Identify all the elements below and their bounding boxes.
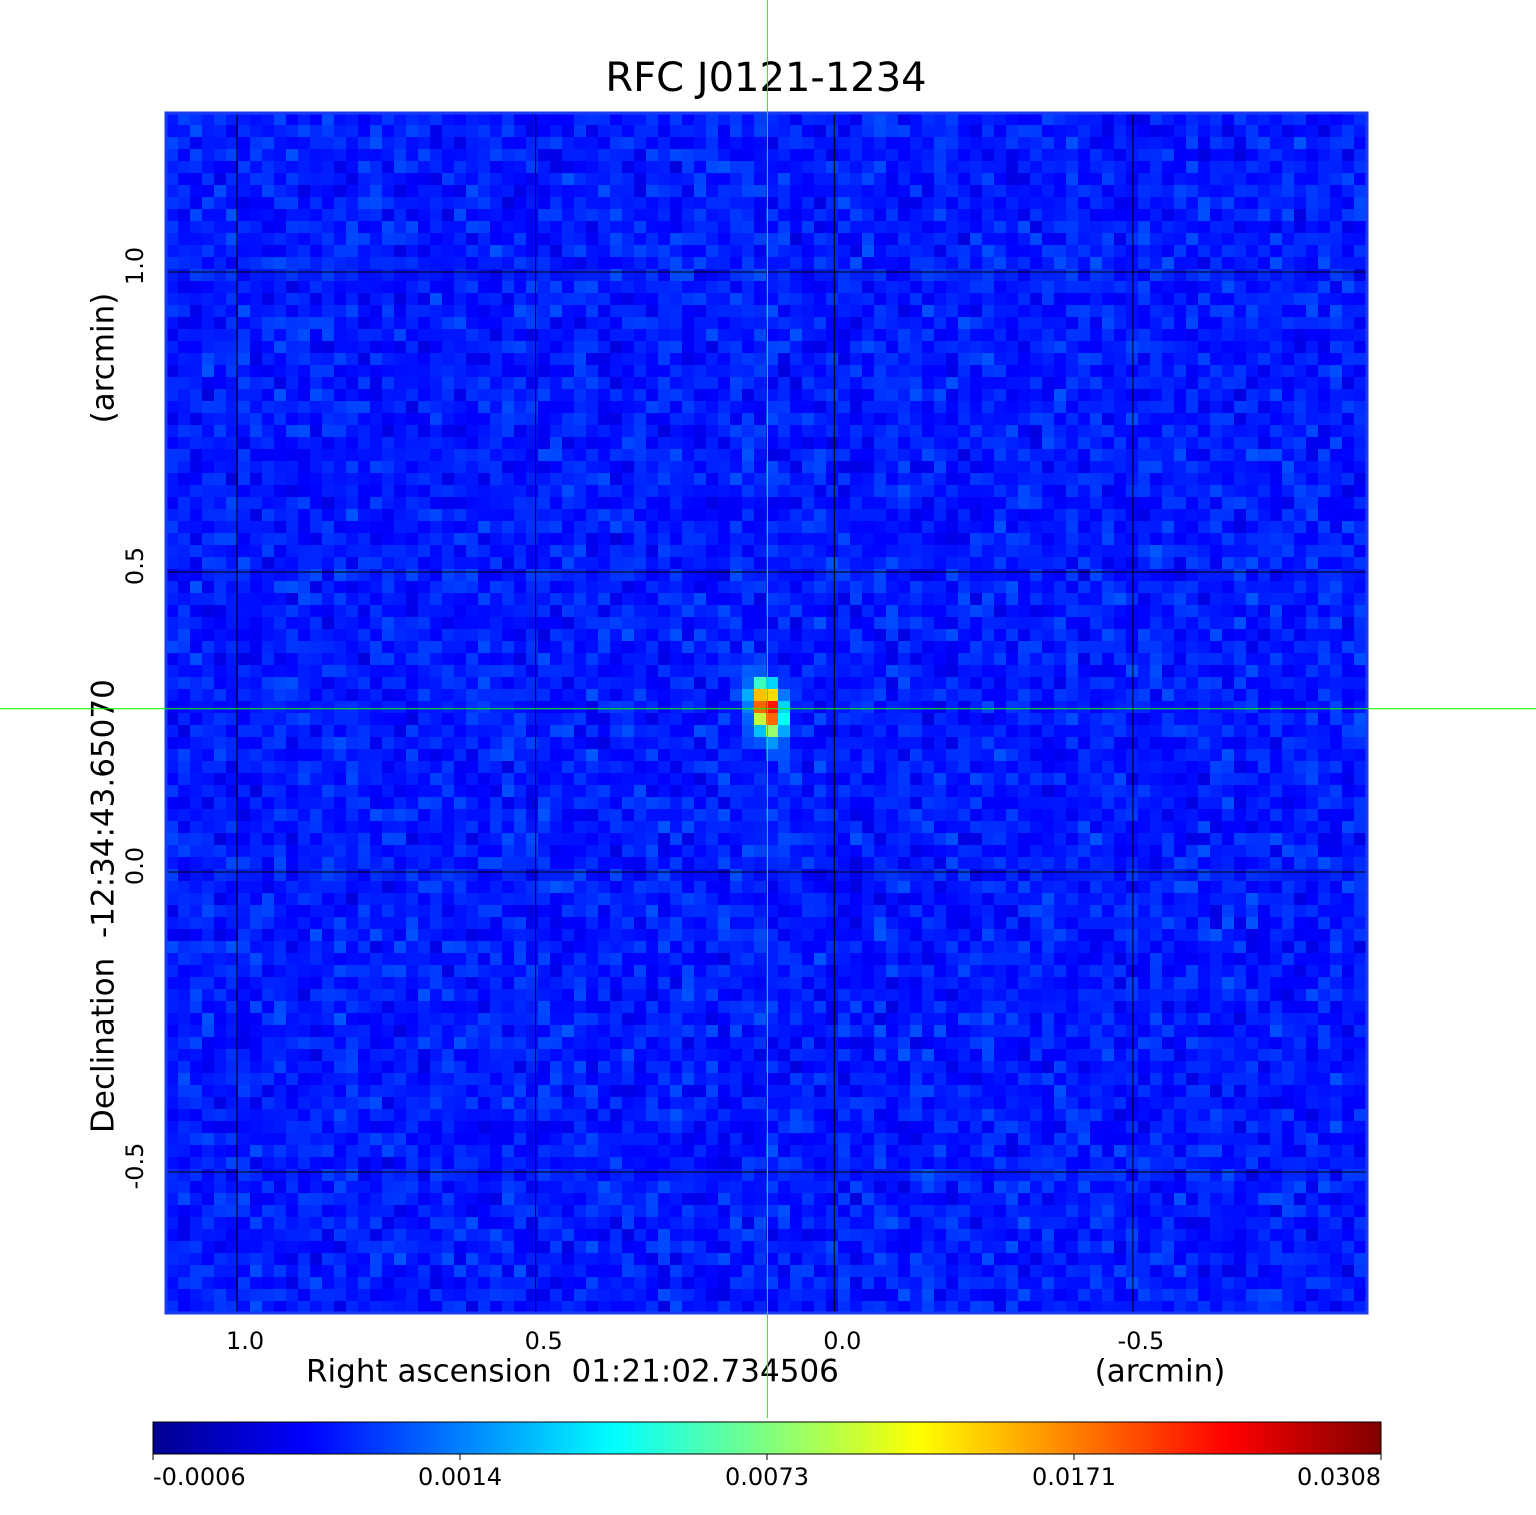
image-pixels	[166, 113, 1379, 1314]
colorbar-tick-label: 0.0171	[1032, 1463, 1116, 1491]
y-tick-label: -0.5	[121, 1143, 149, 1190]
x-tick-label: -0.5	[1117, 1327, 1164, 1355]
colorbar-tick-label: 0.0014	[418, 1463, 502, 1491]
colorbar-tick-label: 0.0073	[725, 1463, 809, 1491]
x-tick-label: 0.5	[525, 1327, 563, 1355]
y-axis-unit: (arcmin)	[86, 293, 122, 424]
x-tick-label: 1.0	[226, 1327, 264, 1355]
chart-title: RFC J0121-1234	[605, 55, 926, 101]
colorbar-tick-label: -0.0006	[153, 1463, 246, 1491]
y-axis-label: Declination -12:34:43.65070	[86, 679, 122, 1133]
x-axis-unit: (arcmin)	[1095, 1354, 1226, 1390]
y-tick-label: 0.5	[121, 547, 149, 585]
colorbar-tick-label: 0.0308	[1297, 1463, 1381, 1491]
y-tick-label: 1.0	[121, 247, 149, 285]
colorbar	[153, 1422, 1381, 1454]
x-tick-label: 0.0	[823, 1327, 861, 1355]
y-tick-label: 0.0	[121, 847, 149, 885]
x-axis-label: Right ascension 01:21:02.734506	[306, 1354, 839, 1390]
